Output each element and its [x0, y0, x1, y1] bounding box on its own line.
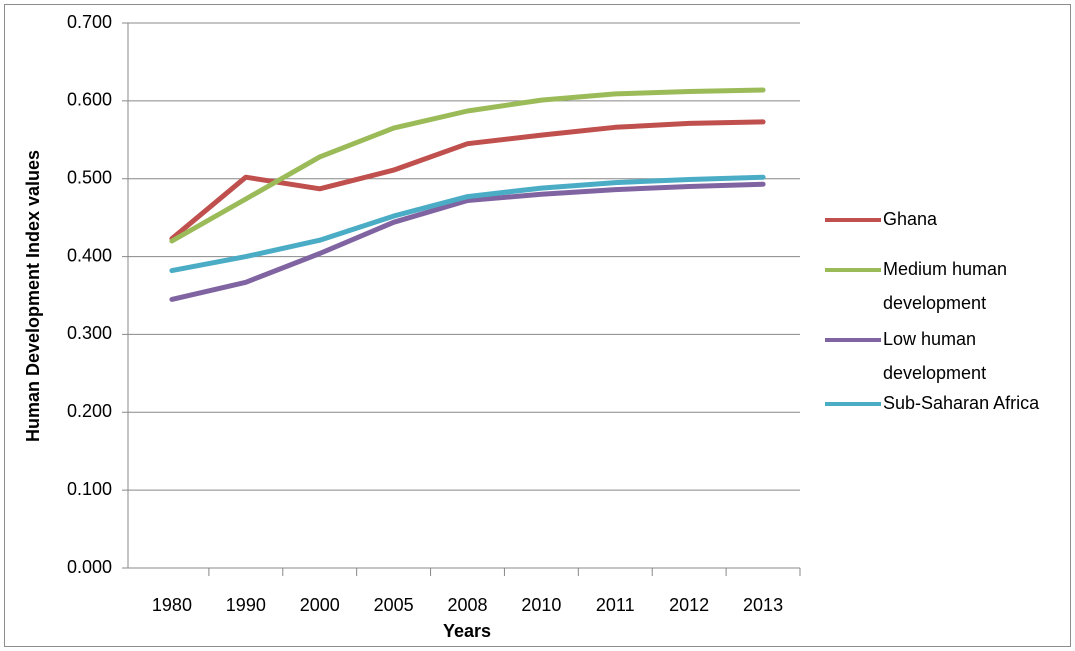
y-tick-label: 0.100: [67, 479, 112, 499]
x-tick-label: 2010: [521, 595, 561, 615]
x-tick-label: 2011: [596, 595, 635, 615]
legend-label: Low human development: [883, 329, 987, 383]
legend-swatch: [825, 402, 881, 406]
legend-label: Sub-Saharan Africa: [883, 393, 1040, 413]
x-tick-label: 2013: [743, 595, 783, 615]
series-line: [169, 181, 766, 302]
series-line: [169, 87, 766, 244]
series-line: [169, 174, 766, 274]
y-tick-label: 0.000: [67, 557, 112, 577]
y-tick-label: 0.300: [67, 323, 112, 343]
chart-border: [4, 4, 1071, 647]
x-tick-label: 2005: [374, 595, 414, 615]
legend-swatch: [825, 338, 881, 342]
x-axis-title: Years: [443, 621, 491, 641]
y-axis-title: Human Development Index values: [23, 150, 43, 442]
y-tick-label: 0.700: [67, 12, 112, 32]
x-tick-label: 2008: [447, 595, 487, 615]
legend-swatch: [825, 268, 881, 272]
series-line: [169, 119, 766, 242]
legend-label: Medium human development: [883, 259, 1008, 313]
y-tick-label: 0.500: [67, 167, 112, 187]
y-tick-label: 0.400: [67, 245, 112, 265]
x-tick-label: 2012: [669, 595, 709, 615]
x-tick-label: 1990: [226, 595, 266, 615]
y-tick-label: 0.200: [67, 401, 112, 421]
x-tick-label: 1980: [152, 595, 192, 615]
legend-swatch: [825, 218, 881, 222]
y-tick-label: 0.600: [67, 90, 112, 110]
x-tick-label: 2000: [300, 595, 340, 615]
legend-label: Ghana: [883, 209, 938, 229]
